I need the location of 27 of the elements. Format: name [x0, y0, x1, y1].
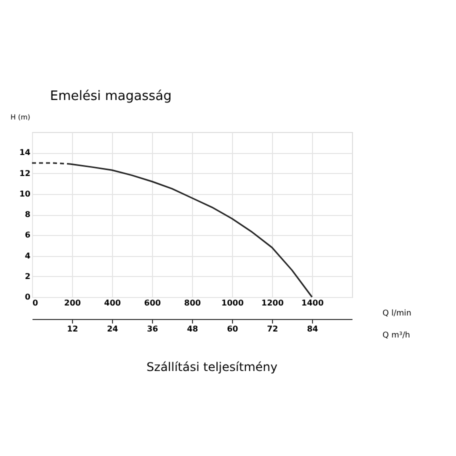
x-tick-label: 800	[184, 298, 202, 308]
text: Szállítási teljesítmény	[146, 360, 278, 374]
y-tick-label: 14	[19, 148, 31, 158]
x2-tick-label: 24	[106, 324, 118, 334]
y-tick-label: 4	[24, 251, 31, 260]
y-tick-label: 8	[24, 210, 31, 219]
y-tick-label: 12	[19, 168, 30, 178]
x2-axis-title: Q m³/h	[382, 330, 410, 340]
y-tick-label: 0	[24, 292, 31, 302]
x2-tick-label: 72	[266, 324, 278, 334]
x2-tick-label: 84	[306, 324, 318, 334]
y-tick-label: 2	[24, 272, 30, 281]
x2-tick-label: 48	[186, 324, 198, 334]
x-tick-label: 0	[32, 298, 38, 308]
x2-tick-label: 60	[226, 324, 238, 334]
chart-title: Emelési magasság	[50, 89, 172, 104]
x-tick-label: 600	[144, 298, 162, 308]
x-tick-label: 1000	[221, 298, 244, 308]
x-tick-label: 200	[64, 298, 82, 308]
x-tick-label: 1200	[261, 298, 284, 308]
x-tick-label: 400	[104, 298, 122, 308]
y-tick-label: 6	[24, 230, 31, 240]
y-tick-label: 10	[19, 189, 31, 198]
x-tick-label: 1400	[301, 298, 324, 308]
x2-tick-label: 12	[66, 324, 78, 334]
x2-tick-label: 36	[146, 324, 158, 334]
x-axis-title: Q l/min	[382, 308, 412, 318]
